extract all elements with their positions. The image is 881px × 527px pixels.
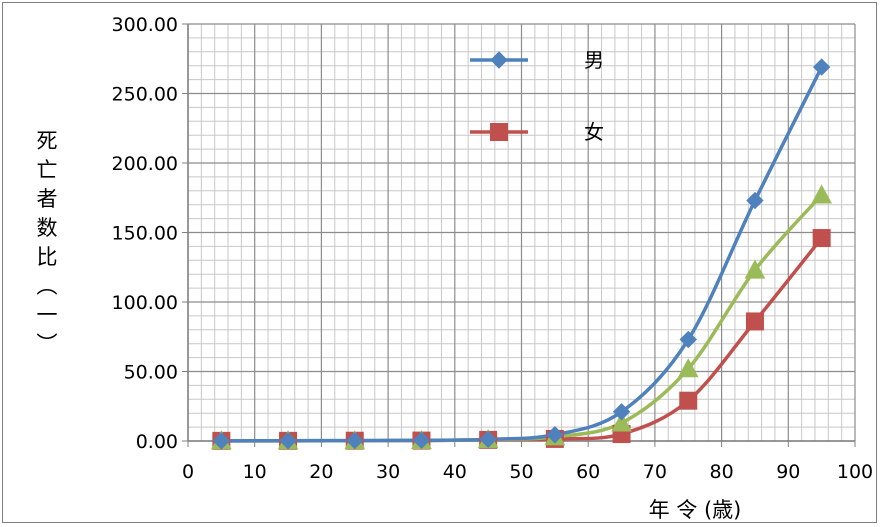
- data-point-triangle: [677, 358, 699, 378]
- data-point-square: [679, 391, 698, 410]
- y-tick-label: 200.00: [112, 153, 178, 175]
- y-axis-title-char: ︵: [37, 274, 58, 298]
- data-point-diamond: [412, 431, 431, 450]
- data-point-diamond: [279, 432, 297, 450]
- x-tick-labels: 0 10 20 30 40 50 60 70 80 90 100: [182, 461, 873, 483]
- legend-marker: [490, 123, 508, 141]
- legend-label: 男: [584, 48, 604, 72]
- y-tick-label: 50.00: [124, 362, 178, 384]
- y-tick-label: 100.00: [112, 292, 178, 314]
- x-tick-label: 20: [309, 461, 333, 483]
- y-axis-title-char: ︶: [37, 332, 58, 356]
- data-point-diamond: [479, 430, 497, 449]
- x-tick-label: 40: [443, 461, 467, 483]
- axes: [182, 23, 856, 447]
- major-gridlines: [187, 23, 856, 442]
- y-tick-label: 300.00: [112, 14, 178, 36]
- data-point-square: [745, 312, 764, 331]
- y-tick-label: 0.00: [136, 431, 178, 453]
- x-tick-label: 0: [182, 461, 194, 483]
- data-point-diamond: [612, 403, 631, 421]
- y-axis-title-char: 亡: [37, 158, 58, 182]
- data-point-triangle: [811, 184, 832, 204]
- x-tick-label: 60: [576, 461, 600, 483]
- x-tick-label: 80: [710, 461, 734, 483]
- x-tick-label: 50: [509, 461, 533, 483]
- y-axis-title-char: 数: [37, 216, 58, 240]
- y-tick-labels: 0.00 50.00 100.00 150.00 200.00 250.00 300.00: [112, 14, 178, 453]
- x-tick-label: 100: [837, 461, 873, 483]
- data-point-triangle: [611, 412, 632, 432]
- x-tick-label: 90: [776, 461, 800, 483]
- legend-label: 女: [584, 120, 604, 144]
- data-point-diamond: [812, 58, 831, 76]
- y-axis-title-char: 一: [37, 303, 58, 327]
- x-tick-label: 10: [243, 461, 267, 483]
- y-axis-title-char: 比: [37, 245, 58, 269]
- data-point-triangle: [744, 259, 766, 279]
- data-point-square: [812, 229, 831, 248]
- legend: 男女: [470, 48, 604, 144]
- x-tick-label: 30: [376, 461, 400, 483]
- x-axis-title: 年 令 (歳): [649, 498, 742, 522]
- y-axis-title-char: 死: [37, 129, 58, 153]
- data-point-diamond: [746, 191, 764, 210]
- legend-marker: [490, 51, 508, 69]
- y-axis-title-char: 者: [37, 187, 58, 211]
- data-point-diamond: [546, 426, 564, 444]
- data-point-diamond: [679, 330, 697, 349]
- x-tick-label: 70: [643, 461, 667, 483]
- y-tick-label: 250.00: [112, 84, 178, 106]
- y-tick-label: 150.00: [112, 223, 178, 245]
- data-point-diamond: [346, 431, 364, 450]
- series-markers: [211, 58, 832, 450]
- data-point-diamond: [212, 432, 231, 450]
